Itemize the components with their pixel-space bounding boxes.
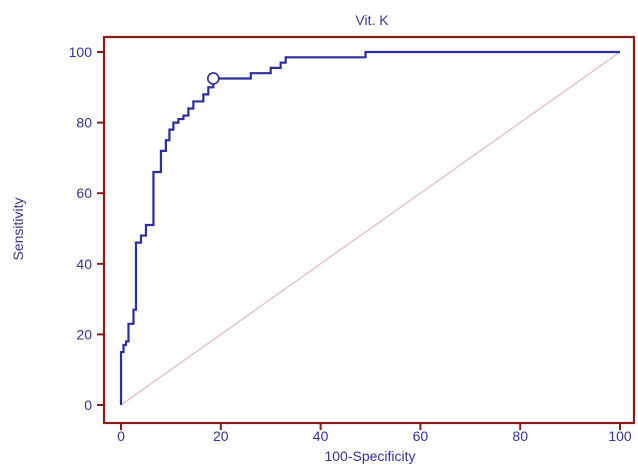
reference-diagonal-line <box>120 51 621 406</box>
x-tick-label: 40 <box>313 428 329 444</box>
plot-area <box>102 35 636 425</box>
y-tick-label: 20 <box>76 326 92 342</box>
x-tick-label: 100 <box>608 428 632 444</box>
optimal-cutoff-marker <box>207 72 220 85</box>
y-tick-label: 60 <box>76 185 92 201</box>
y-tick-label: 80 <box>76 115 92 131</box>
x-tick-label: 80 <box>512 428 528 444</box>
x-axis: 0 20 40 60 80 100 <box>117 423 632 444</box>
y-tick-label: 0 <box>84 397 92 413</box>
y-tick-label: 40 <box>76 256 92 272</box>
chart-title: Vit. K <box>355 12 389 28</box>
x-tick-label: 60 <box>413 428 429 444</box>
x-axis-label: 100-Specificity <box>324 448 415 464</box>
x-tick-label: 20 <box>213 428 229 444</box>
roc-curve-line <box>119 50 620 405</box>
plot-frame <box>102 35 636 425</box>
y-axis-label: Sensitivity <box>10 197 26 260</box>
y-axis: 0 20 40 60 80 100 <box>69 44 104 413</box>
y-tick-label: 100 <box>69 44 93 60</box>
x-tick-label: 0 <box>117 428 125 444</box>
